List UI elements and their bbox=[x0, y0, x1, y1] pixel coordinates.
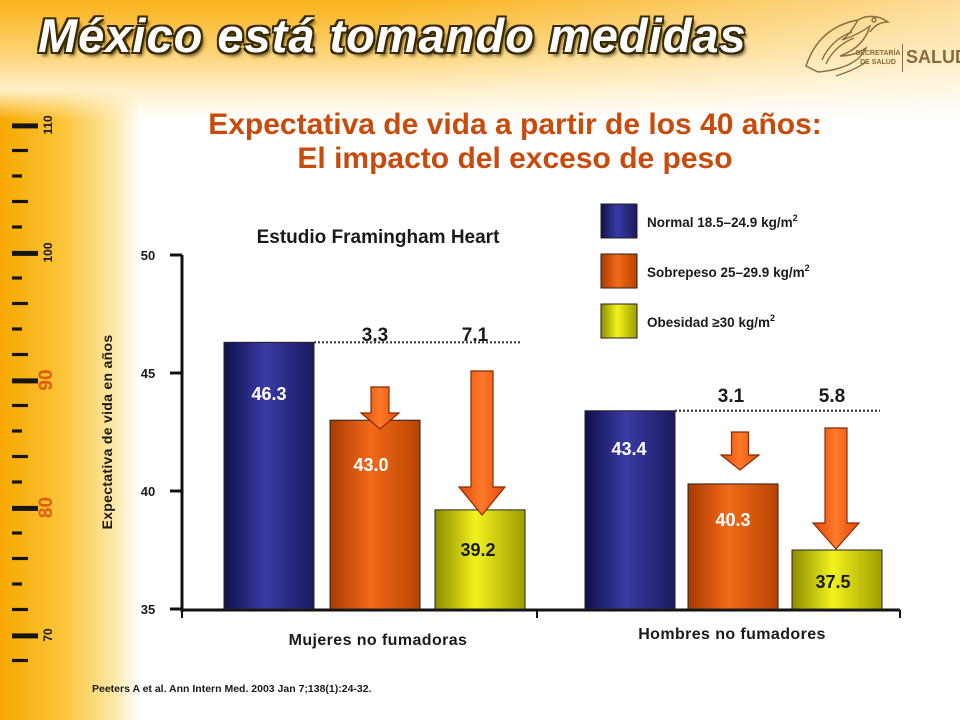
ruler-tick bbox=[12, 403, 28, 408]
ruler-tick bbox=[12, 658, 28, 663]
legend-label: Obesidad ≥30 kg/m2 bbox=[647, 313, 775, 330]
ruler-tick bbox=[12, 148, 28, 153]
chart-title: Estudio Framingham Heart bbox=[257, 227, 500, 248]
bar-value-label: 37.5 bbox=[815, 572, 850, 592]
ruler-tick bbox=[12, 301, 28, 306]
slide-title-line1: Expectativa de vida a partir de los 40 a… bbox=[208, 108, 822, 141]
ruler-label: 80 bbox=[36, 497, 57, 518]
ruler-tick bbox=[12, 582, 22, 586]
legend-label-text: Sobrepeso 25–29.9 kg/m bbox=[647, 265, 805, 280]
logo-text-big: SALUD bbox=[906, 47, 960, 67]
legend-label-text: Normal 18.5–24.9 kg/m bbox=[647, 215, 793, 230]
bar-value-label: 43.0 bbox=[353, 455, 388, 475]
background-left-gradient bbox=[0, 0, 140, 720]
ruler-tick bbox=[12, 480, 22, 484]
ruler-tick bbox=[12, 199, 28, 204]
legend-label: Sobrepeso 25–29.9 kg/m2 bbox=[647, 263, 810, 280]
y-tick-label: 50 bbox=[141, 248, 155, 263]
bar bbox=[434, 509, 526, 610]
reduction-label: 7.1 bbox=[462, 325, 489, 346]
ruler-tick bbox=[12, 225, 22, 229]
logo-text-small: SECRETARÍA DE SALUD bbox=[855, 50, 901, 66]
logo-divider bbox=[902, 44, 903, 72]
ruler-tick bbox=[12, 556, 28, 561]
ruler-tick bbox=[12, 633, 38, 639]
ruler-label: 100 bbox=[41, 242, 55, 262]
y-axis-label: Expectativa de vida en años bbox=[99, 335, 115, 530]
ruler-tick bbox=[12, 505, 38, 511]
ruler-tick bbox=[12, 429, 22, 433]
ruler-label: 110 bbox=[41, 115, 55, 135]
bar-value-label: 43.4 bbox=[611, 439, 646, 459]
ruler-label: 70 bbox=[41, 628, 55, 642]
y-tick-label: 40 bbox=[141, 484, 155, 499]
group-label: Mujeres no fumadoras bbox=[289, 632, 468, 649]
background-fade bbox=[0, 0, 960, 120]
legend-label-superscript: 2 bbox=[793, 213, 798, 223]
ruler-tick bbox=[12, 607, 28, 612]
arrow-down-icon bbox=[457, 370, 507, 516]
ruler-decoration: 110 100 90 80 70 bbox=[12, 115, 57, 663]
legend-label-superscript: 2 bbox=[770, 313, 775, 323]
legend-label-superscript: 2 bbox=[805, 263, 810, 273]
arrow-down-icon bbox=[359, 386, 401, 430]
legend-label-text: Obesidad ≥30 kg/m bbox=[647, 315, 770, 330]
legend-label: Normal 18.5–24.9 kg/m2 bbox=[647, 213, 798, 230]
ruler-tick bbox=[12, 531, 22, 535]
group-label: Hombres no fumadores bbox=[638, 626, 826, 643]
y-tick-label: 35 bbox=[141, 602, 155, 617]
bar bbox=[584, 410, 676, 610]
ruler-label: 90 bbox=[36, 369, 57, 390]
y-tick-label: 45 bbox=[141, 366, 155, 381]
ruler-tick bbox=[12, 378, 38, 384]
reduction-label: 3.1 bbox=[718, 386, 745, 407]
ruler-tick bbox=[12, 174, 22, 178]
legend-swatch bbox=[600, 203, 638, 239]
ruler-tick bbox=[12, 352, 28, 357]
reduction-label: 3.3 bbox=[362, 325, 388, 346]
bar bbox=[687, 483, 779, 610]
header-title: México está tomando medidas bbox=[38, 9, 747, 62]
ruler-tick bbox=[12, 454, 28, 459]
bar-value-label: 40.3 bbox=[715, 510, 750, 530]
citation: Peeters A et al. Ann Intern Med. 2003 Ja… bbox=[92, 683, 372, 695]
bar bbox=[329, 419, 421, 610]
arrow-down-icon bbox=[719, 431, 761, 471]
government-eagle-logo-icon bbox=[805, 15, 891, 77]
ruler-tick bbox=[12, 123, 38, 129]
reduction-label: 5.8 bbox=[819, 386, 845, 407]
arrow-down-icon bbox=[811, 427, 861, 550]
bar-value-label: 39.2 bbox=[460, 540, 495, 560]
bar bbox=[223, 341, 315, 610]
bar-value-label: 46.3 bbox=[251, 384, 286, 404]
slide-title: Expectativa de vida a partir de los 40 a… bbox=[140, 108, 890, 176]
bar bbox=[791, 549, 883, 610]
ruler-tick bbox=[12, 276, 22, 280]
slide-title-line2: El impacto del exceso de peso bbox=[297, 142, 733, 175]
legend-swatch bbox=[600, 253, 638, 289]
legend-swatch bbox=[600, 303, 638, 339]
ruler-tick bbox=[12, 250, 38, 256]
ruler-tick bbox=[12, 327, 22, 331]
